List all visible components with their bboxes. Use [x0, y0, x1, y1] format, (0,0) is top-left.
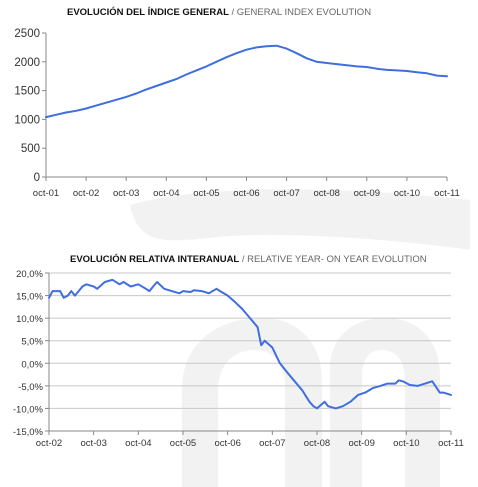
chart1-x-tick-label: oct-02 — [73, 188, 99, 199]
chart1-series-line — [45, 44, 448, 119]
chart1-x-tick-label: oct-03 — [113, 188, 139, 199]
chart2-gridlines — [49, 272, 451, 432]
chart2-axes — [45, 272, 452, 435]
chart1-x-ticks: oct-01 oct-02 oct-03 oct-04 oct-05 oct-06 oct-… — [33, 188, 460, 199]
chart1-x-tick-label: oct-11 — [434, 188, 460, 199]
chart2-x-tick-label: oct-10 — [393, 438, 419, 449]
chart2-y-ticks: -15,0% -10,0% -5,0% 0,0% 5,0% 10,0% 15,0% 20,0% — [13, 269, 44, 438]
chart1-x-tick-label: oct-10 — [394, 188, 420, 199]
chart1-y-tick-label: 2500 — [14, 28, 40, 40]
chart2-y-tick-label: 15,0% — [16, 292, 43, 303]
chart2-x-tick-label: oct-03 — [80, 438, 106, 449]
chart2-x-tick-label: oct-07 — [259, 438, 285, 449]
chart1-x-tick-label: oct-08 — [313, 188, 339, 199]
chart2-x-tick-label: oct-06 — [214, 438, 240, 449]
chart1-y-tick-label: 500 — [21, 143, 40, 155]
chart2-x-tick-label: oct-05 — [170, 438, 196, 449]
chart1-x-tick-label: oct-05 — [193, 188, 219, 199]
chart1-y-tick-label: 0 — [34, 172, 40, 184]
chart-relative-evolution: EVOLUCIÓN RELATIVA INTERANUAL / RELATIVE… — [13, 253, 464, 449]
chart2-x-ticks: oct-02 oct-03 oct-04 oct-05 oct-06 oct-07 oct-… — [36, 438, 464, 449]
watermark-logo — [130, 189, 470, 487]
chart2-title: EVOLUCIÓN RELATIVA INTERANUAL — [70, 253, 239, 265]
chart2-y-tick-label: 20,0% — [16, 269, 43, 280]
chart1-title: EVOLUCIÓN DEL ÍNDICE GENERAL — [67, 6, 229, 18]
chart2-x-tick-label: oct-08 — [304, 438, 330, 449]
chart2-x-tick-label: oct-02 — [36, 438, 62, 449]
chart2-x-tick-label: oct-04 — [125, 438, 151, 449]
chart2-subtitle: RELATIVE YEAR- ON YEAR EVOLUTION — [247, 254, 427, 265]
chart2-x-tick-label: oct-09 — [348, 438, 374, 449]
chart1-x-tick-label: oct-04 — [153, 188, 179, 199]
chart1-x-tick-label: oct-07 — [273, 188, 299, 199]
chart1-subtitle: GENERAL INDEX EVOLUTION — [237, 7, 371, 18]
chart2-y-tick-label: -15,0% — [13, 427, 44, 438]
chart1-y-tick-label: 1000 — [14, 114, 40, 126]
chart1-y-tick-label: 1500 — [14, 86, 40, 98]
chart2-title-separator: / — [239, 254, 247, 265]
chart1-y-tick-label: 2000 — [14, 57, 40, 69]
chart1-x-tick-label: oct-06 — [233, 188, 259, 199]
chart2-y-tick-label: -5,0% — [18, 382, 43, 393]
chart2-series — [48, 278, 452, 410]
chart1-x-tick-label: oct-09 — [354, 188, 380, 199]
chart1-y-ticks: 0 500 1000 1500 2000 2500 — [14, 28, 40, 184]
chart2-y-tick-label: 0,0% — [21, 359, 43, 370]
chart1-title-separator: / — [229, 7, 237, 18]
chart2-series-line — [48, 278, 452, 410]
svg-text:EVOLUCIÓN RELATIVA INTERANUAL: EVOLUCIÓN RELATIVA INTERANUAL / RELATIVE… — [70, 253, 427, 265]
chart2-y-tick-label: -10,0% — [13, 404, 44, 415]
chart1-x-tick-label: oct-01 — [33, 188, 59, 199]
chart2-y-tick-label: 5,0% — [21, 337, 43, 348]
chart1-axes — [42, 32, 448, 181]
chart2-y-tick-label: 10,0% — [16, 314, 43, 325]
chart1-series — [45, 44, 448, 119]
svg-text:EVOLUCIÓN DEL ÍNDICE GENERAL /: EVOLUCIÓN DEL ÍNDICE GENERAL / GENERAL I… — [67, 6, 371, 18]
chart-index-evolution: EVOLUCIÓN DEL ÍNDICE GENERAL / GENERAL I… — [14, 6, 459, 199]
chart2-x-tick-label: oct-11 — [438, 438, 464, 449]
